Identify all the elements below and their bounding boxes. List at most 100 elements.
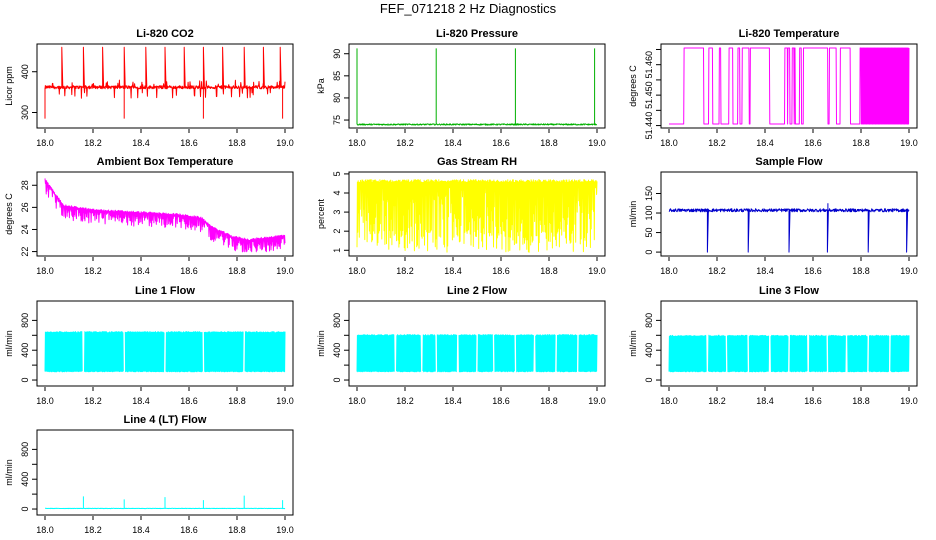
chart-title: Sample Flow bbox=[755, 156, 823, 168]
x-tick-label: 18.4 bbox=[132, 396, 150, 406]
x-tick-label: 18.6 bbox=[804, 138, 822, 148]
x-tick-label: 18.2 bbox=[84, 138, 102, 148]
x-tick-label: 19.0 bbox=[588, 396, 606, 406]
x-tick-label: 18.6 bbox=[492, 138, 510, 148]
x-tick-label: 18.0 bbox=[348, 266, 366, 276]
series-line bbox=[668, 203, 910, 253]
figure-title: FEF_071218 2 Hz Diagnostics bbox=[379, 1, 557, 16]
y-axis-label: degrees C bbox=[4, 193, 14, 235]
x-tick-label: 18.4 bbox=[132, 266, 150, 276]
x-tick-label: 18.8 bbox=[540, 396, 558, 406]
x-tick-label: 18.0 bbox=[36, 266, 54, 276]
plot-frame bbox=[348, 171, 606, 257]
chart-panel-10: Line 4 (LT) Flow ml/min 18.0 18.2 18.4 18.6 18… bbox=[4, 414, 294, 535]
x-tick-label: 19.0 bbox=[900, 266, 918, 276]
y-tick-label: 400 bbox=[332, 343, 342, 358]
y-tick-label: 400 bbox=[20, 472, 30, 487]
x-tick-label: 18.8 bbox=[228, 138, 246, 148]
x-tick-label: 18.2 bbox=[708, 266, 726, 276]
y-axis-label: ml/min bbox=[628, 330, 638, 357]
x-tick-label: 18.2 bbox=[708, 138, 726, 148]
y-tick-label: 51.460 bbox=[644, 51, 654, 79]
x-tick-label: 18.2 bbox=[396, 396, 414, 406]
plot-frame bbox=[36, 43, 294, 129]
x-tick-label: 18.2 bbox=[84, 396, 102, 406]
y-tick-label: 50 bbox=[644, 228, 654, 238]
x-tick-label: 18.8 bbox=[540, 138, 558, 148]
x-tick-label: 18.0 bbox=[660, 266, 678, 276]
y-tick-label: 51.450 bbox=[644, 81, 654, 109]
chart-panel-9: Line 3 Flow ml/min 18.0 18.2 18.4 18.6 18.8 19.… bbox=[628, 285, 918, 406]
chart-panel-7: Line 1 Flow ml/min 18.0 18.2 18.4 18.6 18.8 19.… bbox=[4, 285, 294, 406]
series-line bbox=[356, 48, 598, 126]
y-tick-label: 0 bbox=[332, 378, 342, 383]
x-tick-label: 18.0 bbox=[36, 525, 54, 535]
x-tick-label: 18.8 bbox=[228, 396, 246, 406]
y-axis-label: degrees C bbox=[628, 65, 638, 107]
chart-panel-2: Li-820 Pressure kPa 18.0 18.2 18.4 18.6 18.8 19… bbox=[316, 28, 606, 148]
plot-frame bbox=[660, 300, 918, 387]
x-tick-label: 18.8 bbox=[228, 266, 246, 276]
y-tick-label: 75 bbox=[332, 115, 342, 125]
x-tick-label: 18.2 bbox=[396, 266, 414, 276]
plot-frame bbox=[36, 300, 294, 387]
x-tick-label: 18.0 bbox=[660, 396, 678, 406]
x-tick-label: 18.0 bbox=[36, 138, 54, 148]
series-line bbox=[44, 178, 286, 253]
x-tick-label: 19.0 bbox=[900, 396, 918, 406]
x-tick-label: 18.0 bbox=[36, 396, 54, 406]
chart-title: Line 4 (LT) Flow bbox=[124, 414, 207, 426]
x-tick-label: 18.0 bbox=[660, 138, 678, 148]
y-tick-label: 300 bbox=[20, 105, 30, 120]
y-tick-label: 400 bbox=[644, 343, 654, 358]
y-tick-label: 1 bbox=[332, 248, 342, 253]
x-tick-label: 18.2 bbox=[708, 396, 726, 406]
chart-panel-3: Li-820 Temperature degrees C 18.0 18.2 18.4 1… bbox=[628, 28, 918, 148]
chart-panel-4: Ambient Box Temperature degrees C 18.0 18.2… bbox=[4, 156, 294, 276]
series-line bbox=[356, 179, 598, 253]
chart-title: Line 2 Flow bbox=[447, 285, 507, 297]
x-tick-label: 19.0 bbox=[588, 266, 606, 276]
y-tick-label: 0 bbox=[20, 378, 30, 383]
series-line bbox=[44, 495, 286, 510]
x-tick-label: 18.6 bbox=[492, 396, 510, 406]
chart-panel-5: Gas Stream RH percent 18.0 18.2 18.4 18.6 18.8… bbox=[316, 156, 606, 276]
x-tick-label: 18.6 bbox=[804, 396, 822, 406]
y-axis-label: percent bbox=[316, 198, 326, 229]
y-tick-label: 0 bbox=[644, 378, 654, 383]
chart-title: Li-820 Temperature bbox=[739, 28, 840, 40]
x-tick-label: 19.0 bbox=[276, 525, 294, 535]
chart-panel-1: Li-820 CO2 Licor ppm 18.0 18.2 18.4 18.6 18.8 1… bbox=[4, 28, 294, 148]
x-tick-label: 18.8 bbox=[540, 266, 558, 276]
y-tick-label: 28 bbox=[20, 180, 30, 190]
x-tick-label: 18.8 bbox=[852, 396, 870, 406]
y-tick-label: 51.440 bbox=[644, 112, 654, 140]
x-tick-label: 18.4 bbox=[756, 396, 774, 406]
x-tick-label: 18.4 bbox=[132, 525, 150, 535]
y-tick-label: 4 bbox=[332, 190, 342, 195]
x-tick-label: 19.0 bbox=[276, 138, 294, 148]
series-line bbox=[356, 334, 598, 373]
x-tick-label: 18.4 bbox=[756, 266, 774, 276]
y-tick-label: 400 bbox=[20, 64, 30, 79]
x-tick-label: 18.4 bbox=[444, 396, 462, 406]
x-tick-label: 18.8 bbox=[852, 266, 870, 276]
y-axis-label: ml/min bbox=[316, 330, 326, 357]
plot-frame bbox=[36, 171, 294, 257]
x-tick-label: 19.0 bbox=[276, 266, 294, 276]
y-tick-label: 26 bbox=[20, 202, 30, 212]
x-tick-label: 18.6 bbox=[180, 138, 198, 148]
plot-frame bbox=[660, 43, 918, 129]
y-axis-label: ml/min bbox=[4, 330, 14, 357]
plot-frame bbox=[348, 43, 606, 129]
x-tick-label: 18.6 bbox=[804, 266, 822, 276]
chart-title: Li-820 CO2 bbox=[136, 28, 193, 40]
y-tick-label: 0 bbox=[20, 507, 30, 512]
x-tick-label: 18.0 bbox=[348, 138, 366, 148]
x-tick-label: 18.6 bbox=[180, 396, 198, 406]
y-axis-label: kPa bbox=[316, 78, 326, 94]
series-line bbox=[668, 47, 910, 125]
chart-title: Li-820 Pressure bbox=[436, 28, 518, 40]
y-axis-label: ml/min bbox=[4, 459, 14, 486]
